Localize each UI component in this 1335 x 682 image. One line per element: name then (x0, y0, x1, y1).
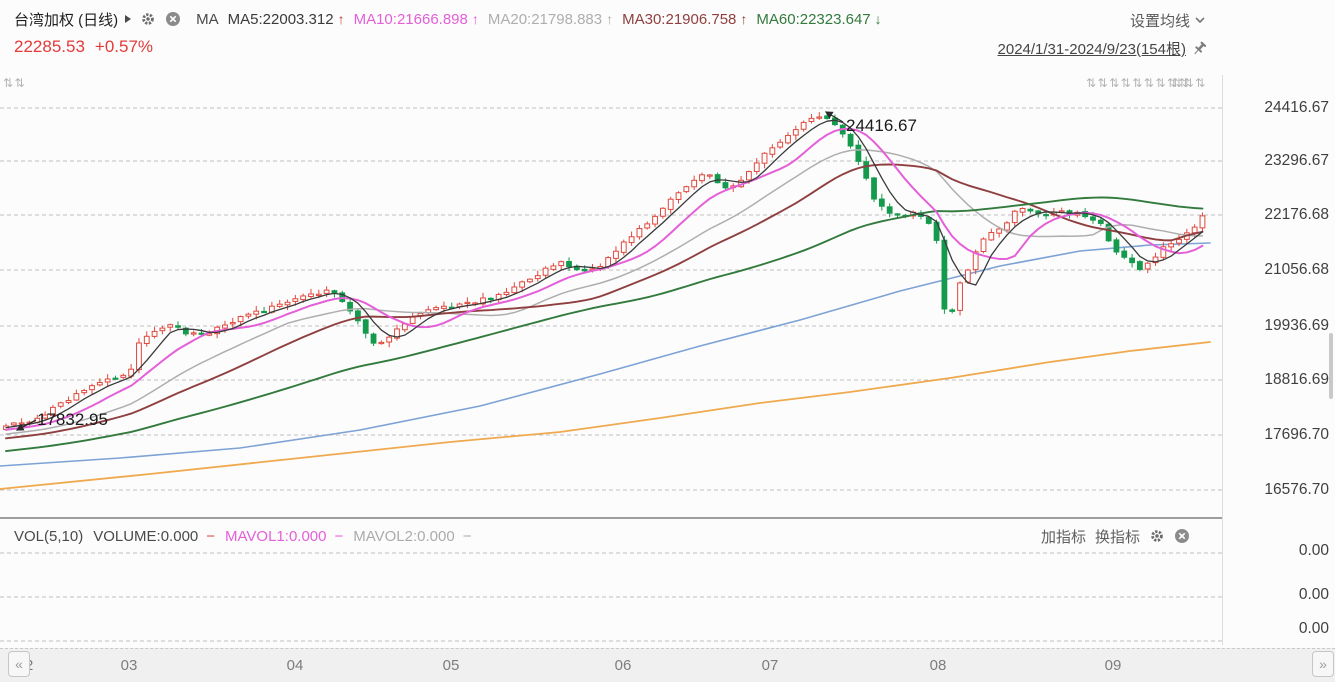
mavol1-legend[interactable]: MAVOL1:0.000− (225, 527, 344, 545)
scroll-left-button[interactable]: « (8, 651, 30, 677)
close-indicator-icon[interactable] (165, 11, 181, 27)
gear-icon[interactable] (140, 11, 156, 27)
ma30-legend[interactable]: MA30:21906.758 ↑ (622, 10, 748, 28)
x-axis-label: 03 (120, 657, 138, 674)
ma-group-label[interactable]: MA (196, 10, 219, 28)
pane-resize-handles-left[interactable]: ⇅⇅ (3, 76, 27, 90)
ma20-trend-arrow: ↑ (606, 11, 614, 27)
y-axis-label: 19936.69 (1264, 317, 1329, 334)
date-range-link[interactable]: 2024/1/31-2024/9/23(154根) (998, 38, 1208, 59)
ma20-legend[interactable]: MA20:21798.883 ↑ (487, 10, 614, 28)
ma5-legend[interactable]: MA5:22003.312 ↑ (227, 10, 345, 28)
x-axis-label: 06 (614, 657, 632, 674)
price-chart[interactable]: 24416.67 17832.95 (0, 70, 1222, 648)
y-axis-label: 21056.68 (1264, 261, 1329, 278)
chevron-down-icon (1195, 17, 1205, 24)
ma60-trend-arrow: ↓ (874, 11, 882, 27)
y-axis-label: 16576.70 (1264, 481, 1329, 498)
instrument-title[interactable]: 台湾加权 (日线) (14, 11, 119, 29)
indicator-gear-icon[interactable] (1149, 528, 1165, 544)
price-annotation: 17832.95 (37, 410, 108, 429)
x-axis-label: 05 (442, 657, 460, 674)
time-axis-strip: 0203040506070809 (0, 648, 1335, 682)
volume-legend-row: VOL(5,10) VOLUME:0.000− MAVOL1:0.000− MA… (14, 524, 471, 548)
x-axis-label: 04 (286, 657, 304, 674)
vol-axis-label: 0.00 (1298, 542, 1329, 559)
price-annotation: 24416.67 (846, 116, 917, 135)
x-axis-label: 09 (1104, 657, 1122, 674)
ma10-legend[interactable]: MA10:21666.898 ↑ (353, 10, 479, 28)
volume-legend[interactable]: VOLUME:0.000− (93, 527, 216, 545)
indicator-tools: 加指标 换指标 (1041, 524, 1190, 548)
ma30-trend-arrow: ↑ (740, 11, 748, 27)
pane-resize-handles-right-short[interactable]: ⇅⇅⇅ (1172, 76, 1207, 90)
pin-icon[interactable] (1192, 41, 1208, 57)
y-axis-label: 24416.67 (1264, 99, 1329, 116)
vol-axis-label: 0.00 (1298, 586, 1329, 603)
y-axis-label: 18816.69 (1264, 371, 1329, 388)
ma-settings-button[interactable]: 设置均线 (1130, 10, 1205, 31)
y-axis-label: 17696.70 (1264, 426, 1329, 443)
title-caret-icon[interactable] (125, 15, 132, 23)
change-percent: +0.57% (94, 37, 154, 56)
switch-indicator-button[interactable]: 换指标 (1094, 528, 1140, 546)
vertical-scrollbar[interactable] (1329, 333, 1333, 399)
x-axis-label: 07 (761, 657, 779, 674)
pane-resize-handles-right-long[interactable]: ⇅⇅⇅⇅⇅⇅⇅⇅⇅ (1086, 76, 1190, 90)
ma60-legend[interactable]: MA60:22323.647 ↓ (756, 10, 882, 28)
quote-row: 22285.53 +0.57% (14, 36, 153, 58)
indicator-close-icon[interactable] (1174, 528, 1190, 544)
y-axis-label: 23296.67 (1264, 152, 1329, 169)
mavol2-legend[interactable]: MAVOL2:0.000− (353, 527, 472, 545)
last-price: 22285.53 (14, 37, 85, 56)
vol-axis-label: 0.00 (1298, 620, 1329, 637)
header-toolbar: 台湾加权 (日线) MA MA5:22003.312 ↑ MA10:21666.8… (14, 8, 882, 30)
ma5-trend-arrow: ↑ (337, 11, 345, 27)
ma10-trend-arrow: ↑ (471, 11, 479, 27)
vol-indicator-label[interactable]: VOL(5,10) (14, 527, 84, 545)
add-indicator-button[interactable]: 加指标 (1040, 528, 1086, 546)
scroll-right-button[interactable]: » (1312, 651, 1334, 677)
axis-separator-line (1222, 75, 1223, 645)
x-axis-label: 08 (929, 657, 947, 674)
y-axis-label: 22176.68 (1264, 206, 1329, 223)
